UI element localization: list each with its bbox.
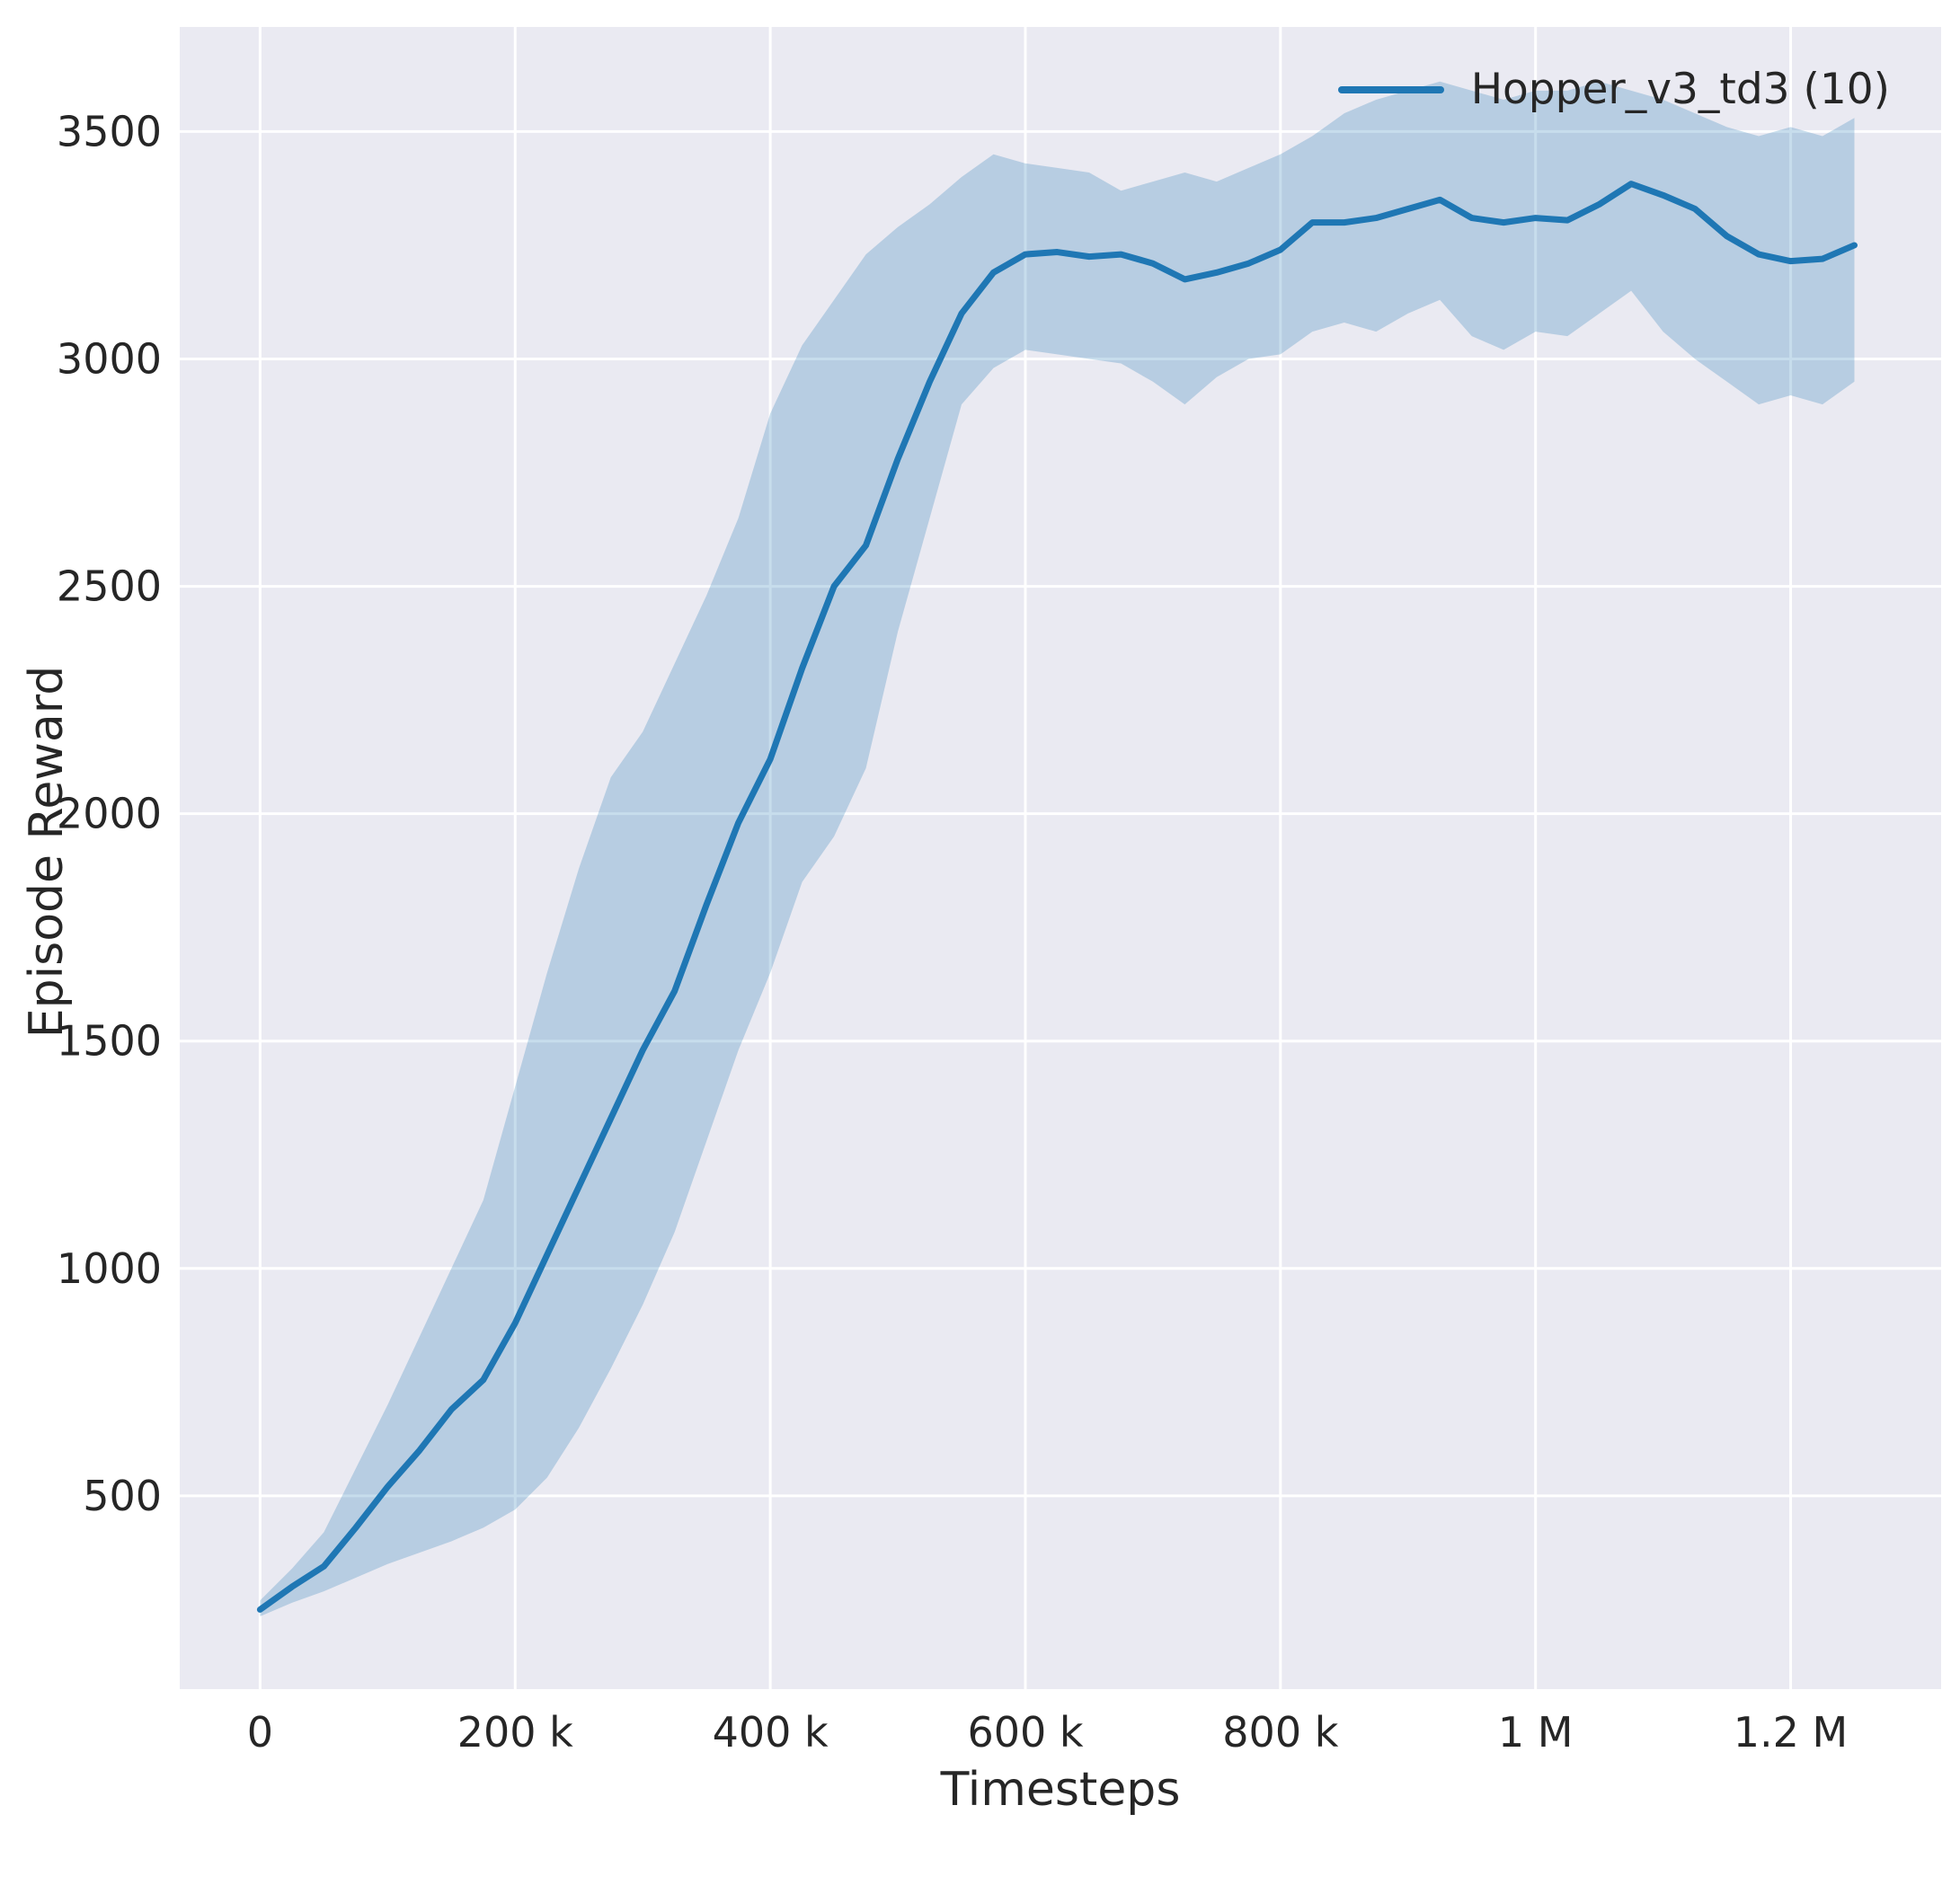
legend-label: Hopper_v3_td3 (10) (1470, 65, 1890, 114)
x-tick-label: 600 k (967, 1708, 1083, 1757)
y-tick-label: 3500 (57, 107, 162, 155)
legend-line-sample (1337, 85, 1444, 93)
y-tick-label: 1000 (57, 1244, 162, 1293)
y-tick-label: 500 (83, 1472, 162, 1520)
x-tick-label: 1 M (1498, 1708, 1574, 1757)
y-axis-label: Episode Reward (20, 665, 74, 1039)
y-tick-label: 1500 (57, 1017, 162, 1066)
y-tick-label: 3000 (57, 334, 162, 383)
x-tick-label: 0 (247, 1708, 273, 1757)
x-axis-label: Timesteps (940, 1763, 1181, 1817)
y-tick-label: 2000 (57, 790, 162, 838)
axes-background (180, 27, 1941, 1689)
x-tick-label: 400 k (713, 1708, 829, 1757)
confidence-band (260, 81, 1855, 1617)
mean-line (256, 181, 1858, 1613)
y-tick-label: 2500 (57, 562, 162, 611)
x-tick-label: 200 k (457, 1708, 573, 1757)
legend: Hopper_v3_td3 (10) (1337, 65, 1890, 114)
x-tick-label: 800 k (1222, 1708, 1338, 1757)
x-tick-label: 1.2 M (1734, 1708, 1848, 1757)
